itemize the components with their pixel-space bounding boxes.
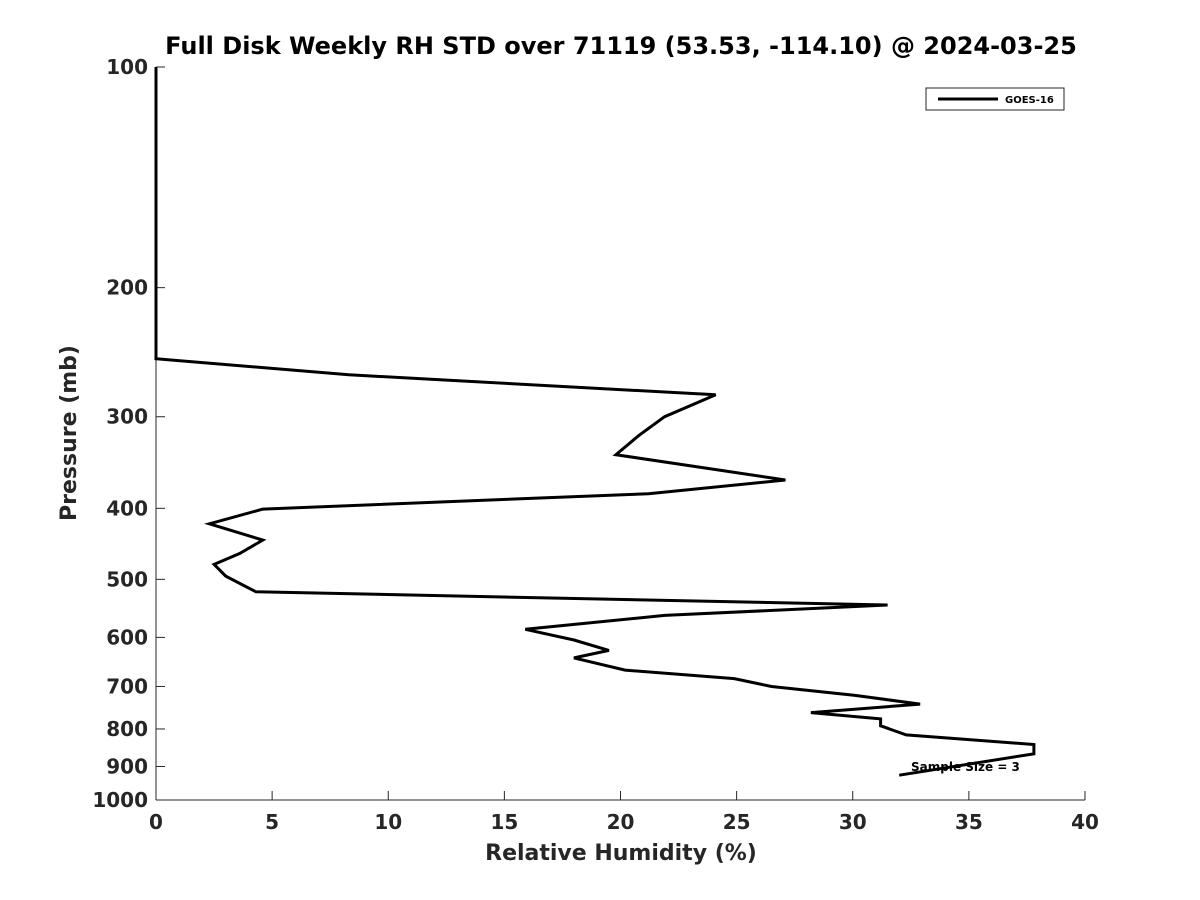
chart-title: Full Disk Weekly RH STD over 71119 (53.5… [165,32,1077,60]
series-line [154,67,1036,777]
y-tick-label: 500 [106,567,148,591]
axes: 0 5 10 15 20 25 30 35 40 100 200 300 400 500 600 700 800… [92,55,1099,834]
legend-label: GOES-16 [1005,95,1054,106]
y-tick-label: 100 [106,55,148,79]
x-tick-label: 25 [723,810,751,834]
series-layer [154,67,1036,777]
y-tick-label: 300 [106,405,148,429]
x-tick-label: 5 [265,810,279,834]
x-tick-label: 20 [607,810,635,834]
x-tick-label: 40 [1071,810,1099,834]
y-tick-label: 200 [106,276,148,300]
y-axis-title: Pressure (mb) [57,345,82,521]
y-tick-label: 600 [106,625,148,649]
legend: GOES-16 [925,87,1065,111]
x-tick-label: 15 [490,810,518,834]
y-tick-label: 400 [106,496,148,520]
y-tick-label: 1000 [92,788,148,812]
x-axis-title: Relative Humidity (%) [485,841,757,866]
x-tick-label: 0 [149,810,163,834]
y-tick-label: 800 [106,717,148,741]
x-tick-label: 10 [374,810,402,834]
y-tick-label: 900 [106,754,148,778]
x-tick-label: 35 [955,810,983,834]
sample-size-annotation: Sample Size = 3 [911,760,1020,774]
x-tick-label: 30 [839,810,867,834]
y-tick-label: 700 [106,674,148,698]
